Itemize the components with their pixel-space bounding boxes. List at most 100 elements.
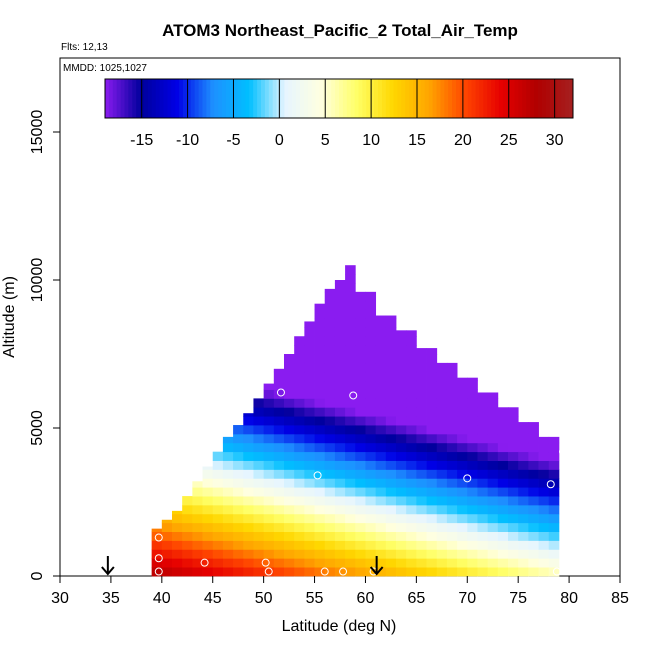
- heatmap-cell: [406, 549, 417, 559]
- heatmap-cell: [345, 433, 356, 444]
- colorbar-segment: [483, 79, 488, 118]
- heatmap-cell: [487, 540, 499, 550]
- heatmap-cell: [528, 549, 539, 559]
- heatmap-cell: [304, 460, 315, 470]
- heatmap-cell: [355, 345, 366, 355]
- colorbar-segment: [245, 79, 250, 118]
- colorbar-segment: [116, 79, 122, 118]
- heatmap-cell: [304, 380, 315, 390]
- heatmap-cell: [396, 407, 407, 417]
- heatmap-cell: [355, 567, 366, 577]
- heatmap-cell: [436, 425, 448, 435]
- heatmap-cell: [446, 504, 458, 515]
- y-tick-label: 15000: [29, 110, 46, 155]
- heatmap-cell: [334, 345, 346, 355]
- heatmap-cell: [548, 469, 560, 479]
- colorbar-segment: [315, 79, 320, 118]
- heatmap-cell: [497, 442, 509, 453]
- heatmap-cell: [426, 407, 438, 417]
- colorbar-segment: [428, 79, 434, 118]
- heatmap-cell: [365, 469, 377, 479]
- heatmap-cell: [446, 558, 458, 568]
- heatmap-cell: [345, 442, 356, 453]
- heatmap-cell: [467, 389, 478, 399]
- heatmap-cell: [314, 433, 326, 444]
- heatmap-cell: [375, 425, 387, 435]
- heatmap-cell: [436, 460, 448, 470]
- heatmap-cell: [508, 487, 519, 497]
- heatmap-cell: [314, 504, 326, 515]
- colorbar-segment: [108, 79, 114, 118]
- heatmap-cell: [365, 291, 377, 302]
- colorbar-segment: [155, 79, 161, 118]
- colorbar-segment: [413, 79, 418, 118]
- heatmap-cell: [253, 513, 265, 524]
- heatmap-cell: [508, 549, 519, 559]
- heatmap-cell: [416, 354, 427, 364]
- heatmap-cell: [161, 531, 173, 541]
- heatmap-cell: [385, 433, 397, 444]
- heatmap-cell: [202, 478, 214, 488]
- heatmap-cell: [467, 558, 478, 568]
- heatmap-cell: [263, 389, 275, 399]
- heatmap-cell: [182, 531, 193, 541]
- heatmap-cell: [355, 549, 366, 559]
- heatmap-cell: [457, 496, 468, 506]
- heatmap-cell: [446, 460, 458, 470]
- heatmap-cell: [304, 531, 315, 541]
- sample-point: [264, 567, 273, 576]
- heatmap-cell: [273, 549, 285, 559]
- heatmap-cell: [487, 513, 499, 524]
- sample-point: [463, 474, 472, 483]
- heatmap-cell: [284, 362, 295, 373]
- flights-label: Flts: 12,13: [61, 42, 108, 53]
- colorbar-segment: [218, 79, 223, 118]
- heatmap-cell: [304, 522, 315, 532]
- heatmap-cell: [426, 496, 438, 506]
- colorbar-segment: [405, 79, 410, 118]
- heatmap-cell: [375, 433, 387, 444]
- heatmap-cell: [416, 504, 427, 515]
- colorbar-segment: [120, 79, 125, 118]
- colorbar-segment: [225, 79, 231, 118]
- colorbar-segment: [432, 79, 437, 118]
- heatmap-cell: [375, 549, 387, 559]
- heatmap-cell: [477, 540, 489, 550]
- heatmap-cell: [528, 504, 539, 515]
- heatmap-cell: [508, 442, 519, 453]
- heatmap-cell: [426, 549, 438, 559]
- colorbar-segment: [495, 79, 500, 118]
- heatmap-cell: [396, 567, 407, 577]
- heatmap-cell: [548, 522, 560, 532]
- heatmap-cell: [487, 558, 499, 568]
- colorbar: [104, 78, 574, 119]
- heatmap-cell: [457, 549, 468, 559]
- x-tick-label: 60: [357, 590, 375, 607]
- heatmap-cell: [426, 433, 438, 444]
- heatmap-cell: [477, 416, 489, 426]
- heatmap-cell: [416, 558, 427, 568]
- colorbar-tick-label: -10: [176, 132, 199, 149]
- heatmap-cell: [396, 389, 407, 399]
- heatmap-cell: [304, 433, 315, 444]
- heatmap-cell: [467, 478, 478, 488]
- heatmap-cell: [182, 522, 193, 532]
- heatmap-cell: [385, 549, 397, 559]
- heatmap-cell: [446, 398, 458, 408]
- heatmap-cell: [375, 398, 387, 408]
- heatmap-cell: [528, 478, 539, 488]
- heatmap-cell: [345, 558, 356, 568]
- heatmap-cell: [518, 487, 529, 497]
- heatmap-cell: [324, 407, 336, 417]
- heatmap-cell: [151, 528, 163, 532]
- heatmap-cell: [385, 371, 397, 382]
- colorbar-segment: [366, 79, 371, 118]
- heatmap-cell: [518, 425, 529, 435]
- heatmap-cell: [528, 558, 539, 568]
- heatmap-cell: [172, 510, 183, 515]
- heatmap-cell: [243, 478, 254, 488]
- colorbar-segment: [292, 79, 297, 118]
- sample-point: [320, 567, 329, 576]
- heatmap-cell: [324, 460, 336, 470]
- heatmap-cell: [497, 522, 509, 532]
